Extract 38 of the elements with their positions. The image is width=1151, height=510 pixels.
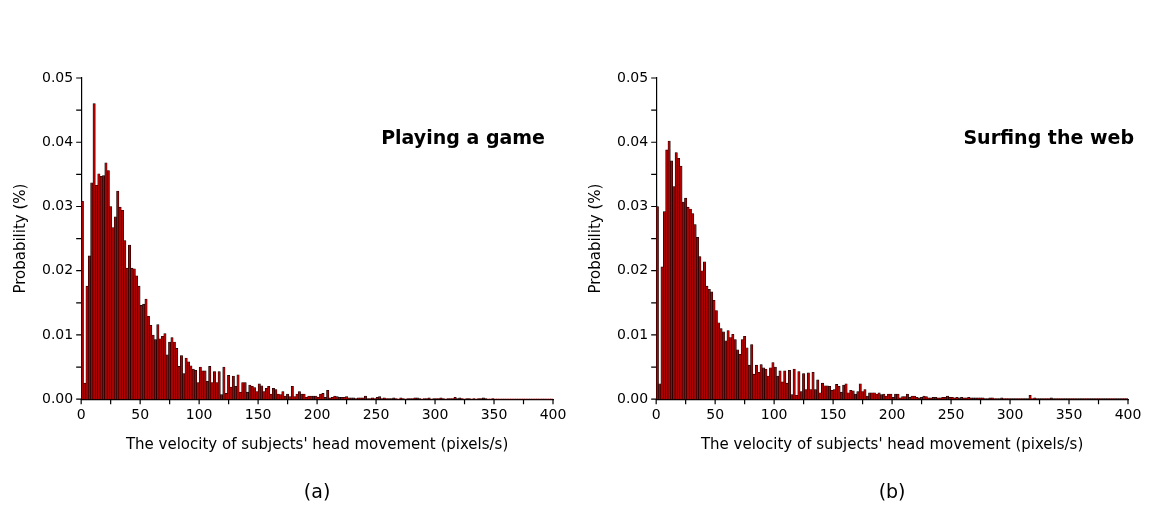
y-tick-label: 0.04 (42, 132, 74, 149)
x-tick-label: 400 (539, 406, 567, 423)
x-tick-label: 150 (819, 406, 847, 423)
x-tick-label: 300 (996, 406, 1024, 423)
y-tick-label: 0.00 (617, 389, 649, 406)
x-tick-label: 200 (303, 406, 331, 423)
y-axis-title: Probability (%) (10, 183, 29, 294)
y-tick-label: 0.03 (617, 197, 649, 214)
x-tick-label: 0 (76, 406, 86, 423)
x-tick-label: 200 (878, 406, 906, 423)
y-tick-label: 0.02 (617, 261, 649, 278)
x-tick-label: 100 (760, 406, 788, 423)
x-tick-label: 350 (480, 406, 508, 423)
x-tick-label: 0 (651, 406, 661, 423)
x-tick-label: 400 (1114, 406, 1142, 423)
y-tick-label: 0.04 (617, 132, 649, 149)
x-tick-label: 100 (185, 406, 213, 423)
y-tick-label: 0.03 (42, 197, 74, 214)
annotation: Playing a game (381, 125, 545, 148)
x-tick-label: 250 (937, 406, 965, 423)
x-tick-label: 350 (1055, 406, 1083, 423)
annotation: Surfing the web (963, 125, 1134, 148)
y-axis-title: Probability (%) (585, 183, 604, 294)
x-tick-label: 50 (706, 406, 725, 423)
y-tick-label: 0.01 (42, 325, 74, 342)
x-tick-label: 300 (421, 406, 449, 423)
y-tick-label: 0.02 (42, 261, 74, 278)
text: (b) (878, 479, 906, 502)
y-tick-label: 0.00 (42, 389, 74, 406)
text: (a) (303, 479, 331, 502)
x-axis-title: The velocity of subjects' head movement (pixels/s) (699, 434, 1084, 453)
x-tick-label: 250 (362, 406, 390, 423)
x-axis-title: The velocity of subjects' head movement (pixels/s) (124, 434, 509, 453)
y-tick-label: 0.01 (617, 325, 649, 342)
x-tick-label: 50 (131, 406, 150, 423)
y-tick-label: 0.05 (42, 68, 74, 85)
x-tick-label: 150 (244, 406, 272, 423)
y-tick-label: 0.05 (617, 68, 649, 85)
